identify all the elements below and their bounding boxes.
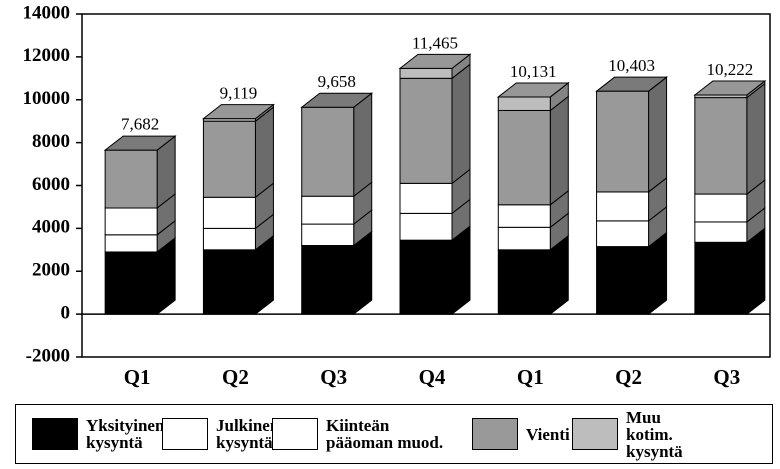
- x-tick-label: Q3: [713, 365, 740, 389]
- bar-segment: [104, 207, 158, 236]
- x-tick-label: Q4: [419, 365, 446, 389]
- legend-item: Yksityinen kysyntä: [32, 416, 165, 452]
- total-label: 10,131: [510, 62, 557, 81]
- legend-label: Vienti: [526, 424, 570, 444]
- bar-top: [103, 135, 177, 151]
- y-tick-label: 6000: [32, 174, 70, 195]
- bar-segment: [596, 220, 650, 248]
- legend-label: Julkinen kysyntä: [216, 416, 280, 452]
- y-tick-label: 4000: [32, 217, 70, 238]
- bar-segment: [202, 227, 256, 251]
- bar-segment: [596, 90, 650, 193]
- bar-segment: [399, 239, 453, 315]
- bar-segment: [202, 196, 256, 229]
- total-label: 10,403: [608, 56, 655, 75]
- legend-label: Muu kotim. kysyntä: [626, 407, 683, 461]
- total-label: 7,682: [121, 114, 159, 133]
- bar-segment: [497, 226, 551, 251]
- x-tick-label: Q2: [615, 365, 642, 389]
- bar-segment: [497, 204, 551, 228]
- bar-segment: [104, 149, 158, 209]
- bar-side: [353, 92, 373, 198]
- bar-segment: [694, 241, 748, 315]
- bar-top: [693, 80, 767, 96]
- y-tick-label: 8000: [32, 131, 70, 152]
- legend-label: Kiinteän pääoman muod.: [326, 416, 444, 452]
- bar-segment: [399, 182, 453, 214]
- total-label: 9,119: [220, 84, 258, 103]
- legend: Yksityinen kysyntä Julkinen kysyntä Kiinte…: [15, 404, 773, 464]
- y-tick-label: 2000: [32, 260, 70, 281]
- y-tick-label: 0: [61, 302, 71, 323]
- bar-segment: [301, 106, 355, 197]
- bar-segment: [399, 212, 453, 241]
- legend-swatch: [572, 418, 618, 450]
- legend-swatch: [272, 418, 318, 450]
- bar-segment: [202, 249, 256, 315]
- bar-segment: [202, 120, 256, 198]
- bar-segment: [104, 234, 158, 253]
- bar-side: [451, 63, 471, 185]
- legend-item: Vienti: [472, 418, 570, 450]
- bar-top: [300, 92, 374, 108]
- bar-side: [746, 82, 766, 196]
- bar-segment: [497, 96, 551, 111]
- x-tick-label: Q2: [222, 365, 249, 389]
- y-tick-label: 12000: [23, 45, 71, 66]
- x-tick-label: Q1: [124, 365, 151, 389]
- bar-segment: [497, 109, 551, 206]
- bar-segment: [399, 77, 453, 184]
- bar-segment: [497, 249, 551, 315]
- legend-swatch: [162, 418, 208, 450]
- bar-segment: [694, 97, 748, 195]
- bar-segment: [301, 195, 355, 225]
- legend-item: Julkinen kysyntä: [162, 416, 280, 452]
- y-tick-label: -2000: [26, 345, 70, 366]
- legend-item: Kiinteän pääoman muod.: [272, 417, 456, 451]
- bar-segment: [694, 193, 748, 223]
- bar-top: [595, 76, 669, 92]
- bar-top: [201, 104, 275, 120]
- bar-segment: [596, 246, 650, 315]
- total-label: 11,465: [412, 33, 458, 52]
- chart: -2000 0 2000 4000 6000 8000 10000 12000 14000 Q1 7…: [23, 2, 771, 389]
- bar-segment: [104, 251, 158, 315]
- bar-top: [398, 53, 472, 69]
- bar-segment: [399, 67, 453, 79]
- legend-swatch: [32, 418, 78, 450]
- total-label: 10,222: [706, 60, 753, 79]
- bar-side: [254, 106, 274, 199]
- bar-segment: [301, 245, 355, 315]
- total-label: 9,658: [318, 72, 356, 91]
- x-tick-label: Q1: [517, 365, 544, 389]
- bar-side: [451, 225, 471, 316]
- bar-segment: [694, 221, 748, 243]
- bar-side: [549, 95, 569, 206]
- legend-label: Yksityinen kysyntä: [86, 416, 165, 452]
- y-tick-label: 10000: [23, 88, 71, 109]
- y-tick-label: 14000: [23, 2, 71, 23]
- legend-swatch: [472, 418, 518, 450]
- bar-segment: [596, 191, 650, 222]
- x-tick-label: Q3: [320, 365, 347, 389]
- bar-top: [496, 82, 570, 98]
- bar-segment: [301, 223, 355, 247]
- bar-side: [746, 227, 766, 316]
- legend-item: Muu kotim. kysyntä: [572, 409, 706, 460]
- bar-side: [648, 76, 668, 193]
